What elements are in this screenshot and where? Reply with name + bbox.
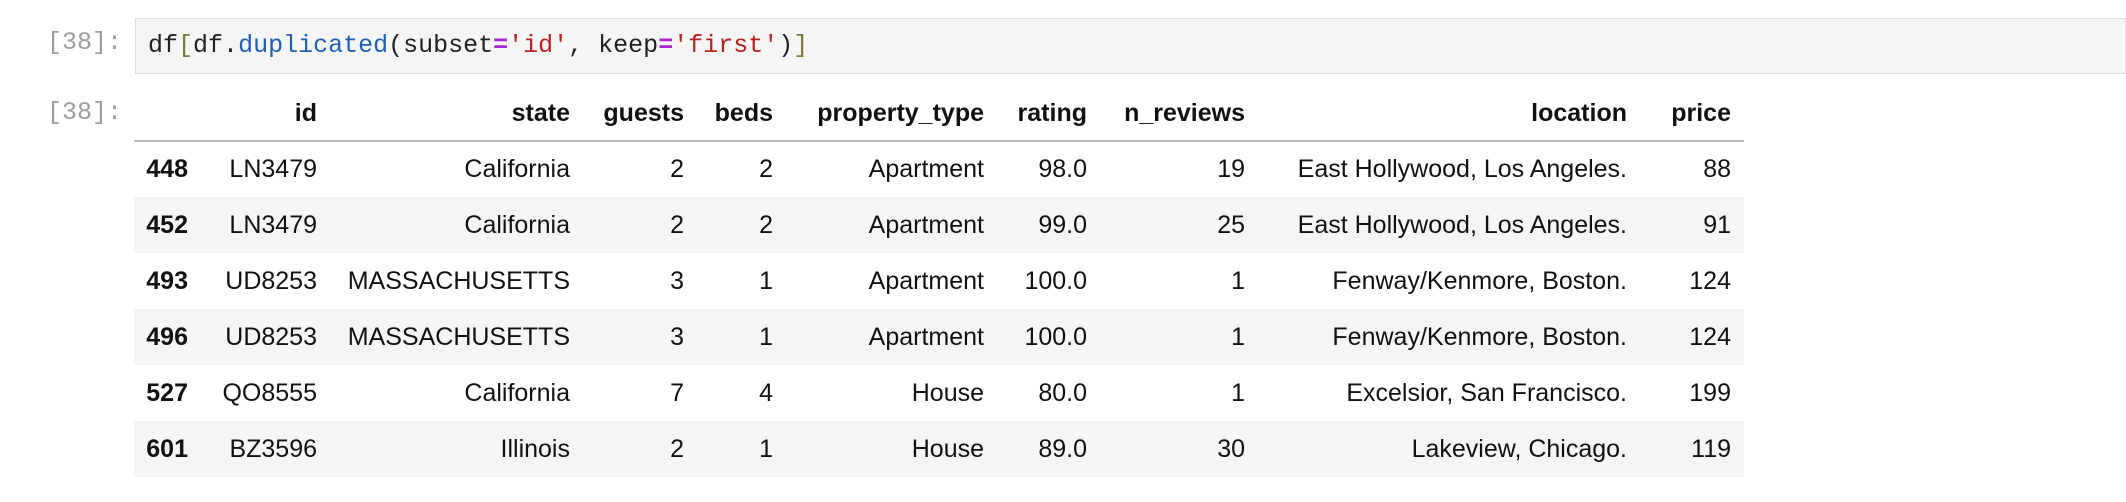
column-header: state [330, 86, 583, 142]
table-cell: 4 [759, 378, 773, 407]
column-header: beds [697, 86, 786, 142]
code-token: . [223, 31, 239, 60]
table-cell: House [911, 434, 984, 463]
table-cell: 25 [1217, 210, 1245, 239]
code-token: subset [403, 31, 494, 60]
code-token: df [148, 31, 179, 60]
table-cell: QO8555 [222, 378, 317, 407]
table-cell: Apartment [868, 266, 984, 295]
table-cell: 80.0 [1038, 378, 1087, 407]
table-cell: 19 [1217, 155, 1245, 183]
table-cell: Apartment [868, 322, 984, 351]
table-cell: UD8253 [225, 266, 317, 295]
column-header: property_type [786, 86, 997, 142]
code-token: keep [598, 31, 659, 60]
table-cell: 100.0 [1024, 322, 1087, 351]
table-cell: California [464, 378, 570, 407]
dataframe: id state guests beds property_type rating n_re… [134, 86, 1744, 477]
table-cell: Excelsior, San Francisco. [1346, 378, 1627, 407]
code-token: = [493, 31, 509, 60]
table-cell: UD8253 [225, 322, 317, 351]
table-cell: House [911, 378, 984, 407]
table-cell: 119 [1691, 434, 1731, 463]
table-cell: 1 [1231, 266, 1245, 295]
table-cell: 2 [670, 434, 684, 463]
table-row: 496 UD8253 MASSACHUSETTS 3 1 Apartment 100.0 1 F… [134, 309, 1744, 365]
code-token: 'first' [673, 31, 779, 60]
table-cell: 124 [1689, 322, 1731, 351]
input-prompt: [38]: [46, 28, 122, 57]
code-token: ( [388, 31, 404, 60]
row-index: 601 [146, 434, 188, 463]
table-cell: Lakeview, Chicago. [1411, 434, 1627, 463]
column-header: rating [997, 86, 1100, 142]
table-cell: 88 [1703, 155, 1731, 183]
table-cell: 1 [1231, 378, 1245, 407]
column-header: price [1640, 86, 1744, 142]
table-cell: LN3479 [229, 155, 317, 183]
code-token: 'id' [508, 31, 569, 60]
code-token: , [568, 31, 599, 60]
table-cell: 124 [1689, 266, 1731, 295]
column-header: location [1258, 86, 1640, 142]
table-cell: Fenway/Kenmore, Boston. [1332, 266, 1627, 295]
table-row: 601 BZ3596 Illinois 2 1 House 89.0 30 Lakeview, … [134, 421, 1744, 477]
table-cell: 99.0 [1038, 210, 1087, 239]
table-cell: MASSACHUSETTS [347, 266, 570, 295]
table-cell: 2 [759, 155, 773, 183]
code-token: ] [793, 31, 809, 60]
code-token: = [658, 31, 674, 60]
column-header: n_reviews [1100, 86, 1258, 142]
table-cell: 2 [759, 210, 773, 239]
output-prompt: [38]: [46, 98, 122, 127]
code-token: ) [778, 31, 794, 60]
table-cell: Illinois [500, 434, 570, 463]
table-cell: California [464, 210, 570, 239]
column-header: id [201, 86, 330, 142]
table-cell: 100.0 [1024, 266, 1087, 295]
table-cell: 199 [1689, 378, 1731, 407]
table-cell: 1 [1231, 322, 1245, 351]
code-token: [ [178, 31, 194, 60]
table-cell: 3 [670, 266, 684, 295]
table-row: 527 QO8555 California 7 4 House 80.0 1 Excelsior… [134, 365, 1744, 421]
table-cell: 89.0 [1038, 434, 1087, 463]
table-cell: 98.0 [1038, 155, 1087, 183]
table-cell: East Hollywood, Los Angeles. [1297, 210, 1627, 239]
table-row: 493 UD8253 MASSACHUSETTS 3 1 Apartment 100.0 1 F… [134, 253, 1744, 309]
table-cell: Apartment [868, 155, 984, 183]
table-cell: 1 [759, 266, 773, 295]
row-index: 493 [146, 266, 188, 295]
row-index: 452 [146, 210, 188, 239]
table-cell: California [464, 155, 570, 183]
table-row: 448 LN3479 California 2 2 Apartment 98.0 19 East… [134, 141, 1744, 197]
table-cell: MASSACHUSETTS [347, 322, 570, 351]
code-cell[interactable]: df[df.duplicated(subset='id', keep='firs… [135, 18, 2126, 74]
table-cell: 1 [759, 322, 773, 351]
table-cell: BZ3596 [229, 434, 317, 463]
row-index: 527 [146, 378, 188, 407]
code-token: df [193, 31, 224, 60]
table-cell: 91 [1703, 210, 1731, 239]
row-index: 496 [146, 322, 188, 351]
table-cell: Apartment [868, 210, 984, 239]
table-cell: 30 [1217, 434, 1245, 463]
table-row: 452 LN3479 California 2 2 Apartment 99.0 25 East… [134, 197, 1744, 253]
code-token: duplicated [238, 31, 389, 60]
table-cell: Fenway/Kenmore, Boston. [1332, 322, 1627, 351]
row-index: 448 [146, 155, 188, 183]
table-cell: 2 [670, 155, 684, 183]
table-cell: 1 [759, 434, 773, 463]
column-header: guests [583, 86, 697, 142]
table-cell: East Hollywood, Los Angeles. [1297, 155, 1627, 183]
table-cell: 2 [670, 210, 684, 239]
table-cell: 7 [670, 378, 684, 407]
table-cell: LN3479 [229, 210, 317, 239]
table-cell: 3 [670, 322, 684, 351]
index-header [134, 86, 201, 142]
